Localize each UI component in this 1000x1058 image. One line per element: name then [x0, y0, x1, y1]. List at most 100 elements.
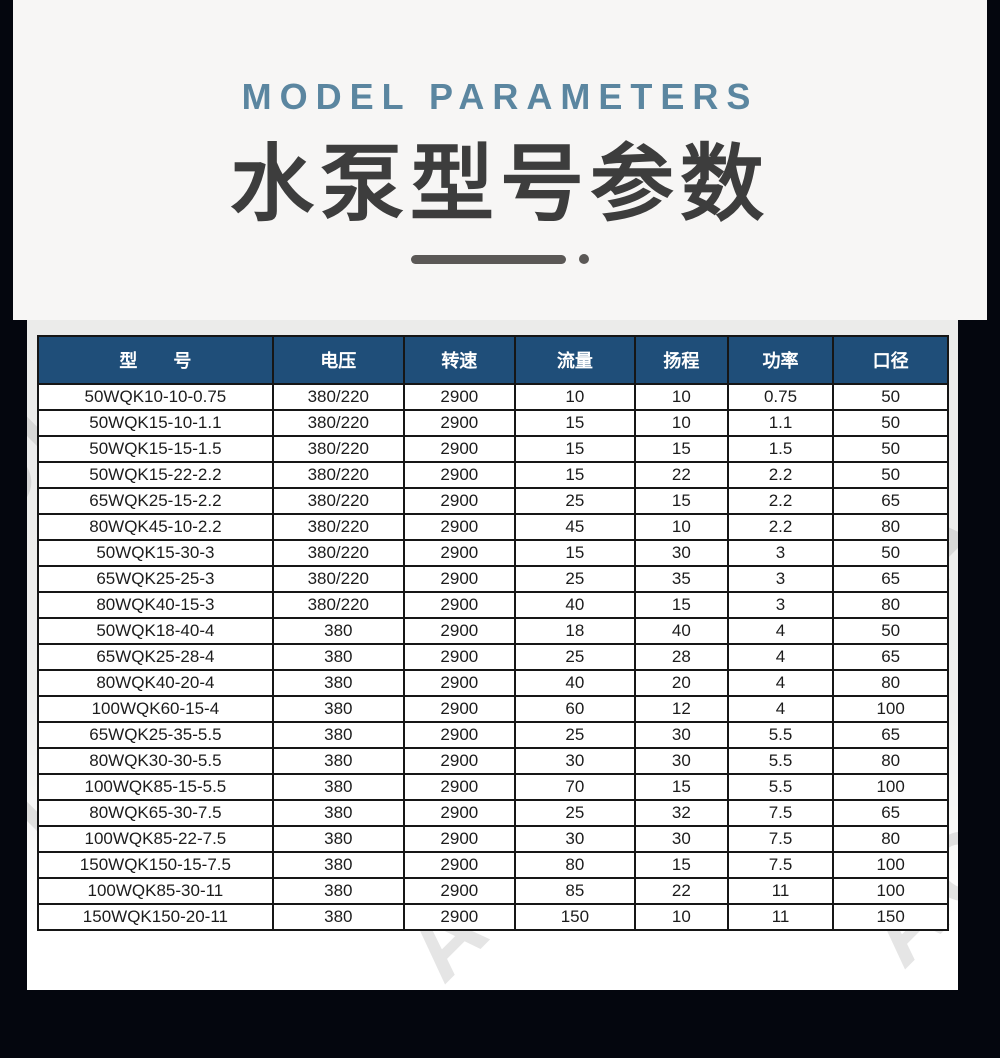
cell: 380/220 — [271, 513, 405, 541]
cell: 1.5 — [726, 435, 835, 463]
cell: 2900 — [402, 851, 516, 879]
cell: 32 — [633, 799, 729, 827]
cell: 150 — [832, 903, 949, 931]
table-row: 100WQK85-22-7.5 380 2900 30 30 7.5 80 — [37, 825, 949, 853]
column-header: 转速 — [402, 335, 516, 385]
table-row: 80WQK40-15-3 380/220 2900 40 15 3 80 — [37, 591, 949, 619]
divider-dot — [579, 254, 589, 265]
cell: 50 — [832, 539, 949, 567]
table-row: 50WQK15-10-1.1 380/220 2900 15 10 1.1 50 — [37, 409, 949, 437]
cell: 2900 — [402, 513, 516, 541]
cell: 100 — [832, 851, 949, 879]
cell: 15 — [633, 591, 729, 619]
cell: 380 — [271, 903, 405, 931]
cell: 25 — [513, 565, 636, 593]
cell: 2900 — [402, 461, 516, 489]
cell: 15 — [633, 435, 729, 463]
table-row: 50WQK15-22-2.2 380/220 2900 15 22 2.2 50 — [37, 461, 949, 489]
cell: 30 — [513, 747, 636, 775]
cell: 150WQK150-20-11 — [37, 903, 274, 931]
table-row: 65WQK25-25-3 380/220 2900 25 35 3 65 — [37, 565, 949, 593]
cell: 15 — [633, 773, 729, 801]
cell: 0.75 — [726, 383, 835, 411]
table-row: 65WQK25-28-4 380 2900 25 28 4 65 — [37, 643, 949, 671]
cell: 1.1 — [726, 409, 835, 437]
cell: 12 — [633, 695, 729, 723]
cell: 50WQK15-22-2.2 — [37, 461, 274, 489]
cell: 2900 — [402, 487, 516, 515]
cell: 2900 — [402, 591, 516, 619]
column-header: 扬程 — [633, 335, 729, 385]
table-row: 80WQK40-20-4 380 2900 40 20 4 80 — [37, 669, 949, 697]
cell: 2900 — [402, 825, 516, 853]
cell: 18 — [513, 617, 636, 645]
cell: 2900 — [402, 669, 516, 697]
cell: 65 — [832, 487, 949, 515]
table-row: 65WQK25-15-2.2 380/220 2900 25 15 2.2 65 — [37, 487, 949, 515]
cell: 15 — [513, 435, 636, 463]
cell: 380 — [271, 851, 405, 879]
cell: 4 — [726, 669, 835, 697]
cell: 85 — [513, 877, 636, 905]
table-row: 50WQK18-40-4 380 2900 18 40 4 50 — [37, 617, 949, 645]
cell: 2.2 — [726, 487, 835, 515]
cell: 150 — [513, 903, 636, 931]
column-header: 型 号 — [37, 335, 274, 385]
cell: 4 — [726, 643, 835, 671]
cell: 65WQK25-28-4 — [37, 643, 274, 671]
cell: 30 — [513, 825, 636, 853]
cell: 80WQK30-30-5.5 — [37, 747, 274, 775]
cell: 65 — [832, 721, 949, 749]
table-row: 150WQK150-15-7.5 380 2900 80 15 7.5 100 — [37, 851, 949, 879]
cell: 380/220 — [271, 435, 405, 463]
cell: 50WQK15-10-1.1 — [37, 409, 274, 437]
cell: 380 — [271, 825, 405, 853]
cell: 380 — [271, 747, 405, 775]
cell: 380/220 — [271, 591, 405, 619]
cell: 100WQK60-15-4 — [37, 695, 274, 723]
cell: 20 — [633, 669, 729, 697]
cell: 380 — [271, 721, 405, 749]
title-divider — [13, 254, 987, 265]
table-row: 50WQK15-30-3 380/220 2900 15 30 3 50 — [37, 539, 949, 567]
column-header: 流量 — [513, 335, 636, 385]
cell: 380 — [271, 669, 405, 697]
eyebrow-text: MODEL PARAMETERS — [241, 76, 759, 117]
cell: 380/220 — [271, 383, 405, 411]
cell: 80WQK40-20-4 — [37, 669, 274, 697]
cell: 50 — [832, 461, 949, 489]
cell: 2900 — [402, 903, 516, 931]
cell: 30 — [633, 539, 729, 567]
cell: 100 — [832, 877, 949, 905]
cell: 60 — [513, 695, 636, 723]
cell: 2900 — [402, 773, 516, 801]
table-row: 80WQK65-30-7.5 380 2900 25 32 7.5 65 — [37, 799, 949, 827]
cell: 65WQK25-15-2.2 — [37, 487, 274, 515]
cell: 2900 — [402, 409, 516, 437]
cell: 50WQK15-30-3 — [37, 539, 274, 567]
parameters-table: 型 号电压 转速 流量 扬程 功率 口径 50WQK10-10-0.75 380/220 29… — [37, 335, 949, 931]
cell: 50WQK10-10-0.75 — [37, 383, 274, 411]
cell: 25 — [513, 643, 636, 671]
column-header: 电压 — [271, 335, 405, 385]
cell: 380 — [271, 877, 405, 905]
cell: 80 — [832, 591, 949, 619]
cell: 100 — [832, 773, 949, 801]
cell: 80 — [513, 851, 636, 879]
cell: 65 — [832, 799, 949, 827]
cell: 30 — [633, 747, 729, 775]
cell: 30 — [633, 825, 729, 853]
cell: 80 — [832, 669, 949, 697]
cell: 2.2 — [726, 513, 835, 541]
cell: 70 — [513, 773, 636, 801]
cell: 100WQK85-30-11 — [37, 877, 274, 905]
divider-line — [411, 254, 566, 264]
cell: 2900 — [402, 721, 516, 749]
table-row: 100WQK85-30-11 380 2900 85 22 11 100 — [37, 877, 949, 905]
cell: 10 — [633, 409, 729, 437]
cell: 22 — [633, 877, 729, 905]
cell: 4 — [726, 695, 835, 723]
cell: 28 — [633, 643, 729, 671]
cell: 65 — [832, 643, 949, 671]
cell: 2900 — [402, 435, 516, 463]
